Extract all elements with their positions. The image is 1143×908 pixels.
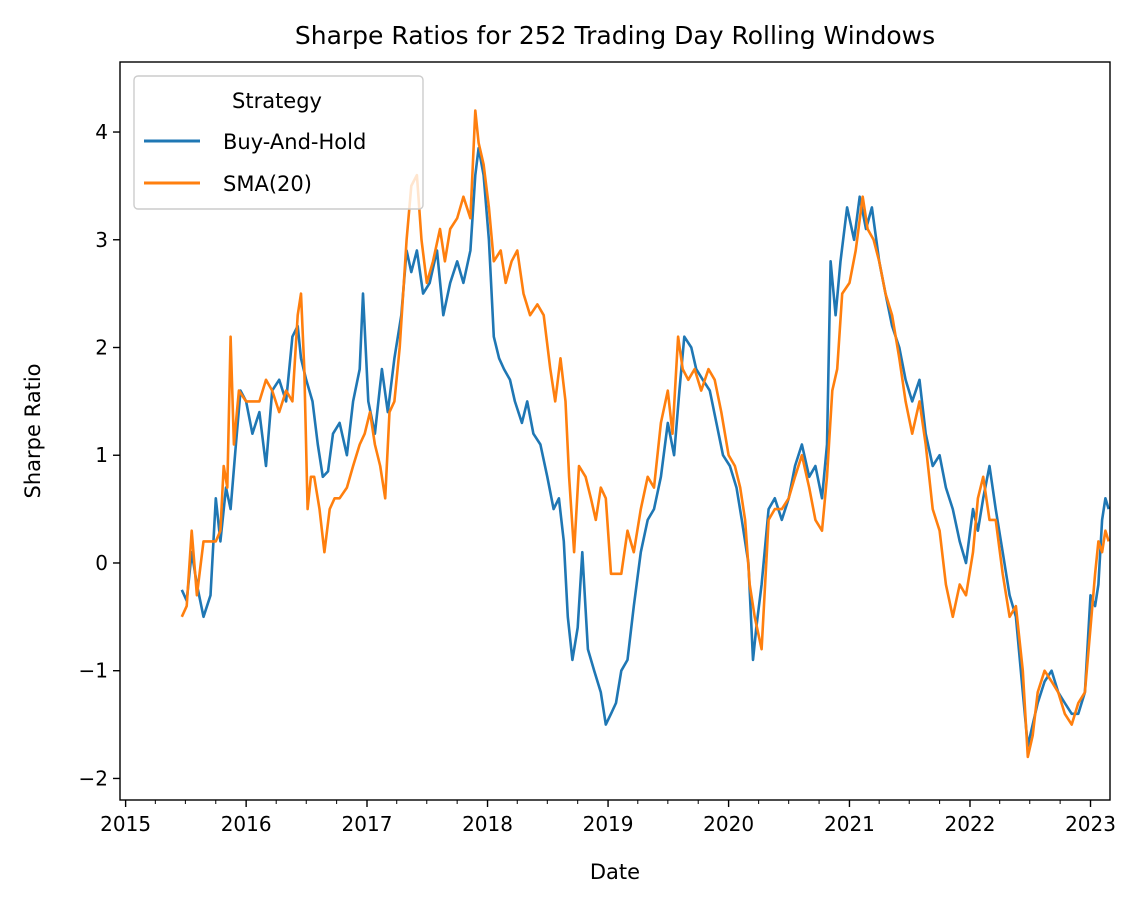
y-tick-label: 4 [95,120,108,144]
legend: Strategy Buy-And-Hold SMA(20) [133,75,424,210]
x-tick-label: 2019 [583,812,634,836]
legend-label-sma-20: SMA(20) [223,172,312,196]
x-tick-label: 2018 [462,812,513,836]
y-tick-label: −1 [79,659,108,683]
y-tick-label: 1 [95,443,108,467]
x-tick-label: 2017 [342,812,393,836]
x-tick-label: 2022 [945,812,996,836]
series-layer [180,109,1110,759]
x-axis-title: Date [590,860,640,884]
legend-label-buy-and-hold: Buy-And-Hold [223,130,366,154]
legend-title: Strategy [232,89,322,113]
y-axis-title: Sharpe Ratio [21,364,45,499]
y-axis: −2 −1 0 1 2 3 4 [79,120,120,790]
y-tick-label: 0 [95,551,108,575]
x-tick-label: 2020 [703,812,754,836]
x-tick-label: 2023 [1065,812,1116,836]
legend-box [133,75,424,210]
plot-frame [119,61,1111,801]
series-line-sma-20 [180,109,1110,759]
y-tick-label: 2 [95,336,108,360]
y-tick-label: 3 [95,228,108,252]
x-tick-label: 2015 [100,812,151,836]
series-line-buy-and-hold [180,146,1110,748]
x-tick-label: 2021 [824,812,875,836]
y-tick-label: −2 [79,766,108,790]
x-tick-label: 2016 [221,812,272,836]
x-axis: 2015 2016 2017 2018 2019 2020 2021 2022 2023 [100,800,1116,836]
chart-title: Sharpe Ratios for 252 Trading Day Rollin… [295,21,935,50]
